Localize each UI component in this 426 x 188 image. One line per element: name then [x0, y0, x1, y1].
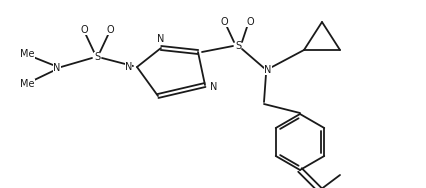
Text: N: N: [125, 62, 132, 72]
Text: N: N: [157, 34, 165, 44]
Text: S: S: [235, 41, 241, 51]
Text: N: N: [53, 63, 60, 73]
Text: N: N: [264, 65, 272, 75]
Text: O: O: [246, 17, 254, 27]
Text: N: N: [210, 82, 217, 92]
Text: O: O: [80, 25, 88, 35]
Text: Me: Me: [20, 49, 35, 59]
Text: Me: Me: [20, 79, 35, 89]
Text: O: O: [106, 25, 114, 35]
Text: S: S: [94, 52, 100, 62]
Text: O: O: [220, 17, 228, 27]
